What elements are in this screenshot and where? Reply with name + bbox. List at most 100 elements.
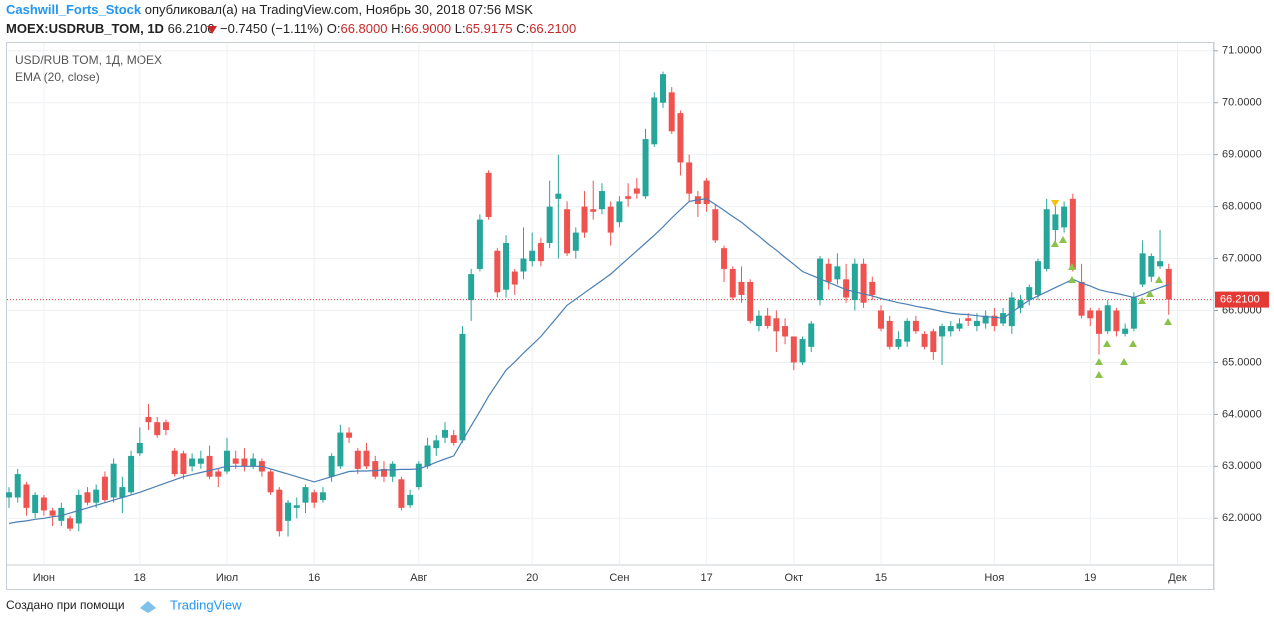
candle-body	[572, 232, 579, 251]
candle-body	[415, 463, 422, 488]
candle-body	[956, 323, 963, 329]
ema-line	[8, 198, 1169, 524]
candle-body	[869, 281, 876, 295]
x-tick-label: Ноя	[984, 572, 1004, 584]
candle-body	[773, 318, 780, 332]
candle-body	[241, 458, 248, 467]
x-tick-label: Дек	[1168, 572, 1187, 584]
candle-body	[973, 320, 980, 327]
candle-body	[947, 326, 954, 332]
candle-body	[1043, 209, 1050, 269]
l-label: L:	[455, 21, 466, 36]
candle-body	[67, 518, 74, 529]
candle-body	[1069, 198, 1076, 269]
candle-body	[189, 458, 196, 467]
o-label: O:	[327, 21, 341, 36]
c-label: C:	[516, 21, 529, 36]
candle-body	[232, 458, 239, 464]
candle-body	[1113, 310, 1120, 332]
candle-body	[991, 315, 998, 327]
candle-body	[607, 206, 614, 233]
candle-body	[442, 429, 448, 438]
y-tick-label: 68.0000	[1222, 201, 1262, 213]
candle-body	[110, 463, 117, 498]
last: 66.2100	[168, 21, 215, 36]
y-tick-label: 69.0000	[1222, 149, 1262, 161]
candle-body	[721, 248, 728, 269]
candle-body	[616, 201, 623, 223]
candle-body	[511, 271, 518, 285]
x-tick-label: 20	[526, 572, 538, 584]
y-tick-label: 64.0000	[1222, 408, 1262, 420]
candle-body	[84, 492, 91, 503]
candle-body	[372, 461, 379, 477]
candle-body	[825, 263, 832, 282]
l-value: 65.9175	[466, 21, 513, 36]
candle-body	[154, 422, 161, 436]
candle-body	[642, 139, 649, 197]
candle-body	[1087, 310, 1094, 319]
change: −0.7450 (−1.11%)	[220, 21, 323, 36]
candle-body	[625, 196, 632, 199]
candle-body	[895, 339, 902, 347]
footer-brand[interactable]: TradingView	[170, 597, 242, 612]
symbol: MOEX:USDRUB_TOM, 1D	[6, 21, 164, 36]
candle-body	[224, 450, 230, 472]
candle-body	[128, 455, 135, 493]
candle-body	[1061, 206, 1068, 228]
candle-body	[912, 320, 919, 332]
author[interactable]: Cashwill_Forts_Stock	[6, 2, 142, 17]
candle-body	[319, 492, 326, 501]
down-arrow	[207, 26, 217, 34]
x-tick-label: 18	[134, 572, 146, 584]
candle-body	[843, 279, 850, 298]
candle-body	[494, 250, 501, 293]
candle-body	[590, 209, 597, 212]
legend-entry: EMA (20, close)	[15, 70, 100, 84]
candle-body	[197, 458, 204, 464]
candle-body	[1078, 281, 1085, 316]
candle-body	[1122, 328, 1129, 334]
y-tick-label: 63.0000	[1222, 460, 1262, 472]
candle-body	[58, 507, 65, 521]
candle-body	[1052, 214, 1059, 230]
x-tick-label: Июл	[216, 572, 238, 584]
candle-body	[1130, 297, 1137, 329]
candle-body	[686, 162, 693, 194]
footer-prefix: Создано при помощи	[6, 598, 125, 612]
price-tag-label: 66.2100	[1220, 293, 1260, 305]
y-tick-label: 62.0000	[1222, 512, 1262, 524]
h-value: 66.9000	[404, 21, 451, 36]
o-value: 66.8000	[340, 21, 387, 36]
header-line: Cashwill_Forts_Stock опубликовал(а) на T…	[6, 2, 533, 17]
candle-body	[921, 333, 928, 347]
x-tick-label: Июн	[33, 572, 55, 584]
h-label: H:	[391, 21, 404, 36]
candle-body	[651, 97, 658, 145]
candle-body	[939, 326, 946, 337]
candle-body	[546, 206, 553, 243]
candle-body	[6, 492, 12, 498]
candle-body	[860, 263, 867, 303]
candle-body	[285, 502, 292, 521]
candle-body	[537, 242, 544, 262]
candle-body	[250, 458, 257, 467]
candle-body	[302, 487, 309, 503]
candle-body	[468, 274, 475, 301]
candle-body	[1148, 255, 1155, 277]
candle-body	[904, 320, 911, 342]
candle-body	[729, 268, 736, 298]
x-tick-label: Авг	[410, 572, 427, 584]
candle-body	[1026, 287, 1033, 301]
candle-body	[633, 188, 640, 194]
published: опубликовал(а) на TradingView.com, Ноябр…	[145, 2, 534, 17]
candle-body	[851, 263, 858, 301]
candle-body	[476, 219, 483, 269]
y-tick-label: 71.0000	[1222, 45, 1262, 57]
x-tick-label: Сен	[609, 572, 629, 584]
candle-body	[206, 455, 213, 477]
candle-body	[660, 74, 666, 103]
candle-body	[346, 432, 353, 438]
x-tick-label: 16	[308, 572, 320, 584]
